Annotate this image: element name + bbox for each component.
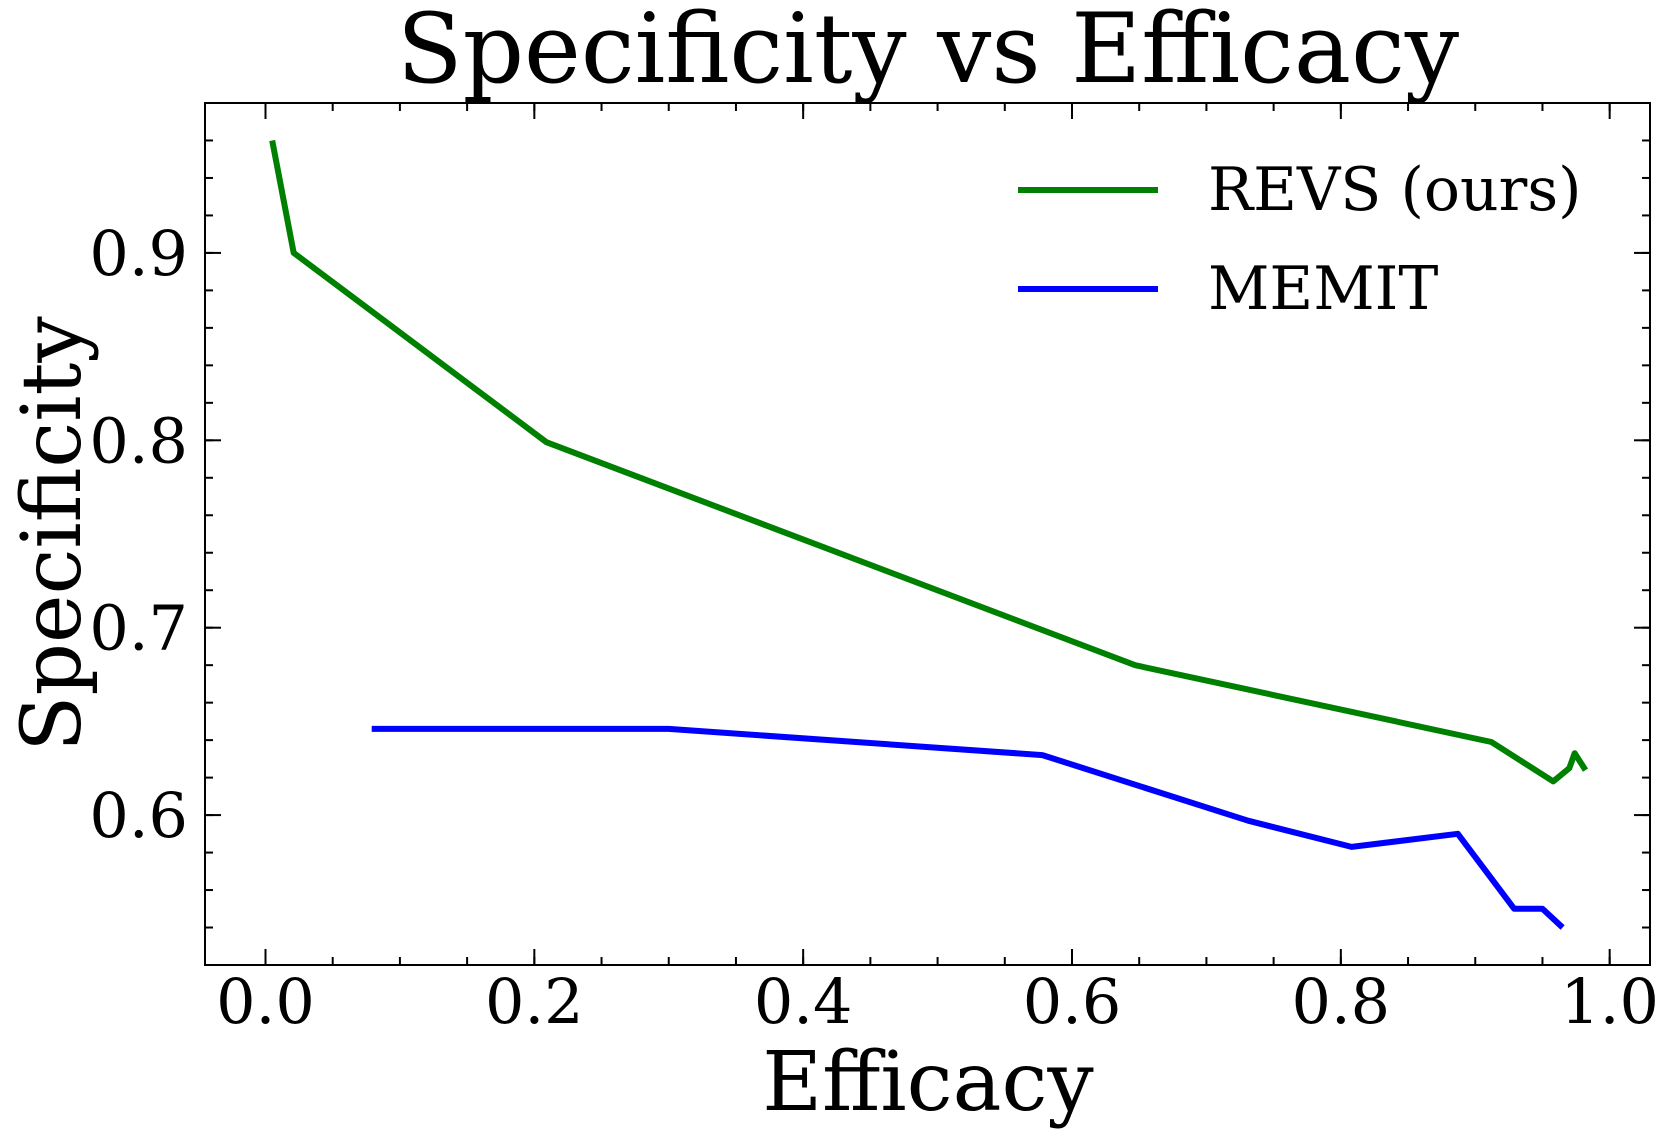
legend-label-revs: REVS (ours) — [1208, 155, 1582, 225]
y-tick-label: 0.9 — [89, 217, 188, 290]
x-axis-tick-labels: 0.0 0.2 0.4 0.6 0.8 1.0 — [216, 965, 1659, 1038]
plot-frame — [204, 102, 1651, 966]
y-axis-tick-labels: 0.6 0.7 0.8 0.9 — [89, 217, 188, 852]
y-axis-ticks — [205, 102, 1650, 966]
chart-title: Specificity vs Efficacy — [397, 0, 1459, 105]
x-axis-ticks — [264, 103, 1611, 965]
x-tick-label: 0.4 — [754, 965, 853, 1038]
y-tick-label: 0.6 — [89, 779, 188, 852]
legend-label-memit: MEMIT — [1208, 254, 1438, 324]
series-line-memit — [371, 725, 1565, 930]
series-layer — [269, 139, 1589, 930]
series-line-revs — [269, 139, 1589, 785]
x-tick-label: 0.6 — [1023, 965, 1122, 1038]
y-tick-label: 0.8 — [89, 404, 188, 477]
x-tick-label: 0.0 — [216, 965, 315, 1038]
y-axis-label: Specificity — [5, 316, 100, 752]
x-tick-label: 0.2 — [485, 965, 584, 1038]
x-axis-label: Efficacy — [762, 1035, 1094, 1130]
x-tick-label: 1.0 — [1560, 965, 1659, 1038]
x-tick-label: 0.8 — [1292, 965, 1391, 1038]
legend: REVS (ours) MEMIT — [1018, 155, 1582, 324]
y-tick-label: 0.7 — [89, 592, 188, 665]
